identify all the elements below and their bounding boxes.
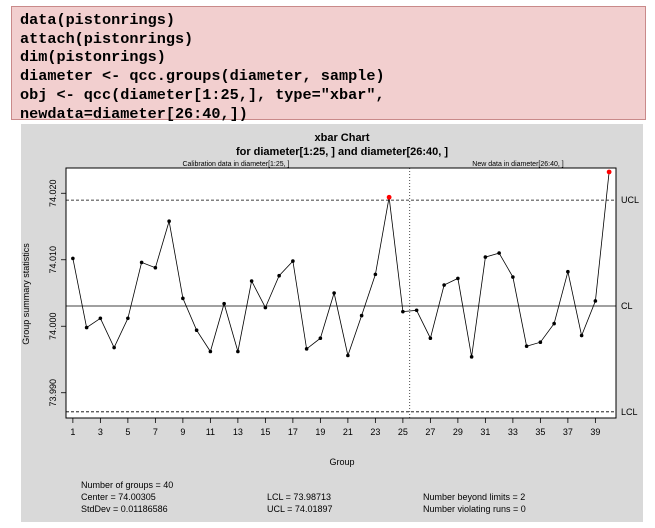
data-point — [428, 336, 433, 341]
data-point — [538, 340, 543, 345]
data-point — [84, 325, 89, 330]
data-point — [469, 355, 474, 359]
data-point — [552, 321, 556, 326]
data-point — [126, 316, 130, 321]
data-point — [442, 283, 446, 287]
data-point — [497, 251, 501, 255]
data-point — [153, 265, 158, 270]
code-line: data(pistonrings) — [20, 11, 175, 29]
series-line — [72, 171, 610, 357]
x-tick-label: 29 — [453, 427, 463, 437]
data-point — [167, 219, 171, 223]
x-tick-label: 7 — [153, 427, 158, 437]
code-line: attach(pistonrings) — [20, 29, 194, 48]
data-point — [263, 305, 268, 310]
data-point — [249, 279, 254, 283]
x-tick-label: 17 — [288, 427, 298, 437]
x-tick-label: 31 — [480, 427, 490, 437]
ucl-label: UCL — [621, 195, 639, 205]
x-axis-label: Group — [329, 457, 354, 467]
data-point — [483, 255, 488, 259]
chart-subtitle: for diameter[1:25, ] and diameter[26:40,… — [236, 146, 448, 158]
summary-groups: Number of groups = 40 — [81, 480, 174, 490]
data-point — [112, 345, 116, 350]
lcl-label: LCL — [621, 407, 638, 417]
y-tick-label: 74.000 — [48, 312, 58, 340]
calibration-label: Calibration data in diameter[1:25, ] — [182, 161, 289, 168]
x-tick-label: 11 — [206, 427, 215, 437]
summary-violating-runs: Number violating runs = 0 — [423, 504, 526, 514]
data-point — [566, 269, 570, 274]
x-tick-label: 1 — [70, 427, 75, 437]
summary-center: Center = 74.00305 — [81, 492, 156, 502]
x-tick-label: 23 — [370, 427, 380, 437]
data-point — [332, 291, 336, 295]
code-line: dim(pistonrings) — [20, 48, 166, 67]
code-line: obj <- qcc(diameter[1:25,], type="xbar", — [20, 85, 385, 104]
x-tick-label: 35 — [535, 427, 545, 437]
data-point — [593, 299, 598, 303]
x-tick-label: 13 — [233, 427, 243, 437]
data-point — [346, 353, 350, 358]
data-point-violation — [606, 169, 612, 175]
x-tick-label: 15 — [260, 427, 270, 437]
y-tick-label: 73.990 — [48, 379, 58, 407]
data-point — [208, 349, 213, 354]
data-point — [524, 344, 529, 348]
data-point — [236, 349, 240, 354]
data-point — [304, 347, 309, 351]
data-point — [456, 276, 460, 281]
summary-ucl: UCL = 74.01897 — [267, 504, 333, 514]
data-point — [98, 316, 103, 321]
data-point — [291, 259, 295, 263]
x-tick-label: 37 — [563, 427, 573, 437]
center-label: CL — [621, 301, 633, 311]
code-line: newdata=diameter[26:40,]) — [20, 104, 248, 123]
x-tick-label: 5 — [125, 427, 130, 437]
summary-lcl: LCL = 73.98713 — [267, 492, 331, 502]
y-tick-label: 74.010 — [48, 246, 58, 274]
data-point — [401, 309, 405, 314]
y-tick-label: 74.020 — [48, 180, 58, 208]
chart-title: xbar Chart — [314, 132, 369, 144]
data-point — [194, 328, 199, 333]
code-line: diameter <- qcc.groups(diameter, sample) — [20, 67, 385, 86]
data-point — [181, 296, 185, 301]
data-point — [222, 301, 226, 306]
data-point — [579, 333, 584, 338]
x-tick-label: 3 — [98, 427, 103, 437]
x-tick-label: 25 — [398, 427, 408, 437]
x-tick-label: 19 — [315, 427, 325, 437]
y-axis-label: Group summary statistics — [21, 243, 31, 345]
code-block: data(pistonrings) attach(pistonrings) di… — [11, 6, 646, 123]
data-point — [414, 308, 419, 313]
data-point — [139, 260, 144, 265]
data-point-violation — [386, 194, 392, 200]
newdata-label: New data in diameter[26:40, ] — [472, 161, 563, 168]
x-tick-label: 33 — [508, 427, 518, 437]
xbar-chart: xbar Chart for diameter[1:25, ] and diam… — [21, 132, 639, 467]
summary-stddev: StdDev = 0.01186586 — [81, 504, 168, 514]
x-tick-label: 39 — [590, 427, 600, 437]
x-tick-label: 21 — [343, 427, 353, 437]
data-point — [511, 275, 515, 279]
chart-panel: xbar Chart for diameter[1:25, ] and diam… — [21, 124, 643, 522]
data-point — [277, 273, 281, 278]
data-point — [71, 256, 75, 261]
x-tick-label: 9 — [180, 427, 185, 437]
plot-area — [65, 167, 617, 419]
data-point — [318, 336, 323, 341]
summary-beyond-limits: Number beyond limits = 2 — [423, 492, 526, 502]
x-tick-label: 27 — [425, 427, 435, 437]
data-point — [373, 272, 378, 277]
data-point — [359, 313, 364, 318]
